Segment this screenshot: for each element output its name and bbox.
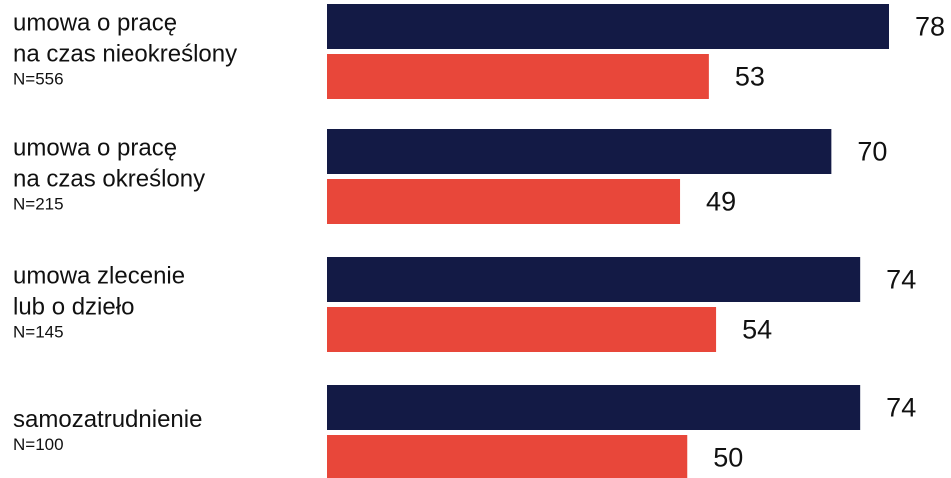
category-label: umowa o pracę [13,135,177,162]
bar-series1 [327,4,889,49]
data-label: 70 [857,137,887,167]
bar-series1 [327,385,861,430]
bar-series2 [327,307,717,352]
data-label: 50 [713,443,743,473]
category-label: samozatrudnienie [13,406,202,433]
category-label: lub o dzieło [13,294,134,321]
bar-series2 [327,179,681,224]
sample-size-label: N=100 [13,435,64,454]
data-label: 54 [742,315,772,345]
bar-series2 [327,435,688,478]
data-label: 74 [886,265,916,295]
data-label: 53 [735,62,765,92]
category-label: na czas określony [13,166,205,193]
data-label: 49 [706,187,736,217]
category-label: umowa zlecenie [13,263,185,290]
bar-series1 [327,129,832,174]
sample-size-label: N=556 [13,70,64,89]
data-label: 78 [915,12,945,42]
category-label: na czas nieokreślony [13,41,237,68]
category-label: umowa o pracę [13,10,177,37]
sample-size-label: N=145 [13,323,64,342]
bar-series2 [327,54,709,99]
bar-series1 [327,257,861,302]
sample-size-label: N=215 [13,195,64,214]
data-label: 74 [886,393,916,423]
